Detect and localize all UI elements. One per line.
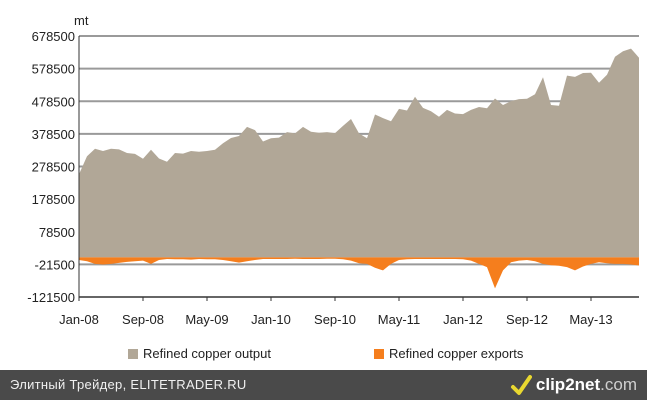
brand-logo-icon	[510, 375, 532, 395]
y-tick-label-0: 678500	[32, 29, 75, 44]
footer-bar: Элитный Трейдер, ELITETRADER.RU clip2net…	[0, 370, 647, 400]
footer-caption: Элитный Трейдер, ELITETRADER.RU	[10, 377, 247, 392]
legend-label-exports: Refined copper exports	[389, 346, 524, 361]
series-area-0	[79, 48, 639, 258]
legend-swatch-output	[128, 348, 138, 359]
y-unit-label: mt	[74, 13, 89, 28]
brand-text: clip2net.com	[536, 375, 637, 395]
x-tick-label-4: Sep-10	[314, 312, 356, 327]
x-tick-label-0: Jan-08	[59, 312, 99, 327]
legend-swatch-exports	[374, 348, 384, 359]
y-tick-label-8: -121500	[27, 290, 75, 305]
x-tick-label-5: May-11	[378, 312, 420, 327]
y-tick-label-7: -21500	[35, 257, 75, 272]
x-tick-label-8: May-13	[569, 312, 612, 327]
brand-main: clip2net	[535, 375, 601, 394]
y-tick-label-3: 378500	[32, 127, 75, 142]
y-tick-label-6: 78500	[39, 225, 75, 240]
legend-item-output: Refined copper output	[128, 346, 271, 361]
x-tick-label-2: May-09	[185, 312, 228, 327]
legend-item-exports: Refined copper exports	[374, 346, 523, 361]
legend-label-output: Refined copper output	[143, 346, 271, 361]
x-tick-label-1: Sep-08	[122, 312, 164, 327]
y-tick-label-4: 278500	[32, 160, 75, 175]
x-tick-label-7: Sep-12	[506, 312, 548, 327]
brand-logo[interactable]: clip2net.com	[510, 374, 637, 396]
series-area-1	[79, 257, 639, 289]
y-tick-label-1: 578500	[32, 62, 75, 77]
y-tick-label-2: 478500	[32, 94, 75, 109]
brand-suffix: .com	[600, 375, 637, 394]
x-tick-label-6: Jan-12	[443, 312, 483, 327]
chart: mt 678500 578500 478500 378500 278500 178500 78…	[27, 13, 639, 327]
y-tick-label-5: 178500	[32, 192, 75, 207]
x-tick-label-3: Jan-10	[251, 312, 291, 327]
